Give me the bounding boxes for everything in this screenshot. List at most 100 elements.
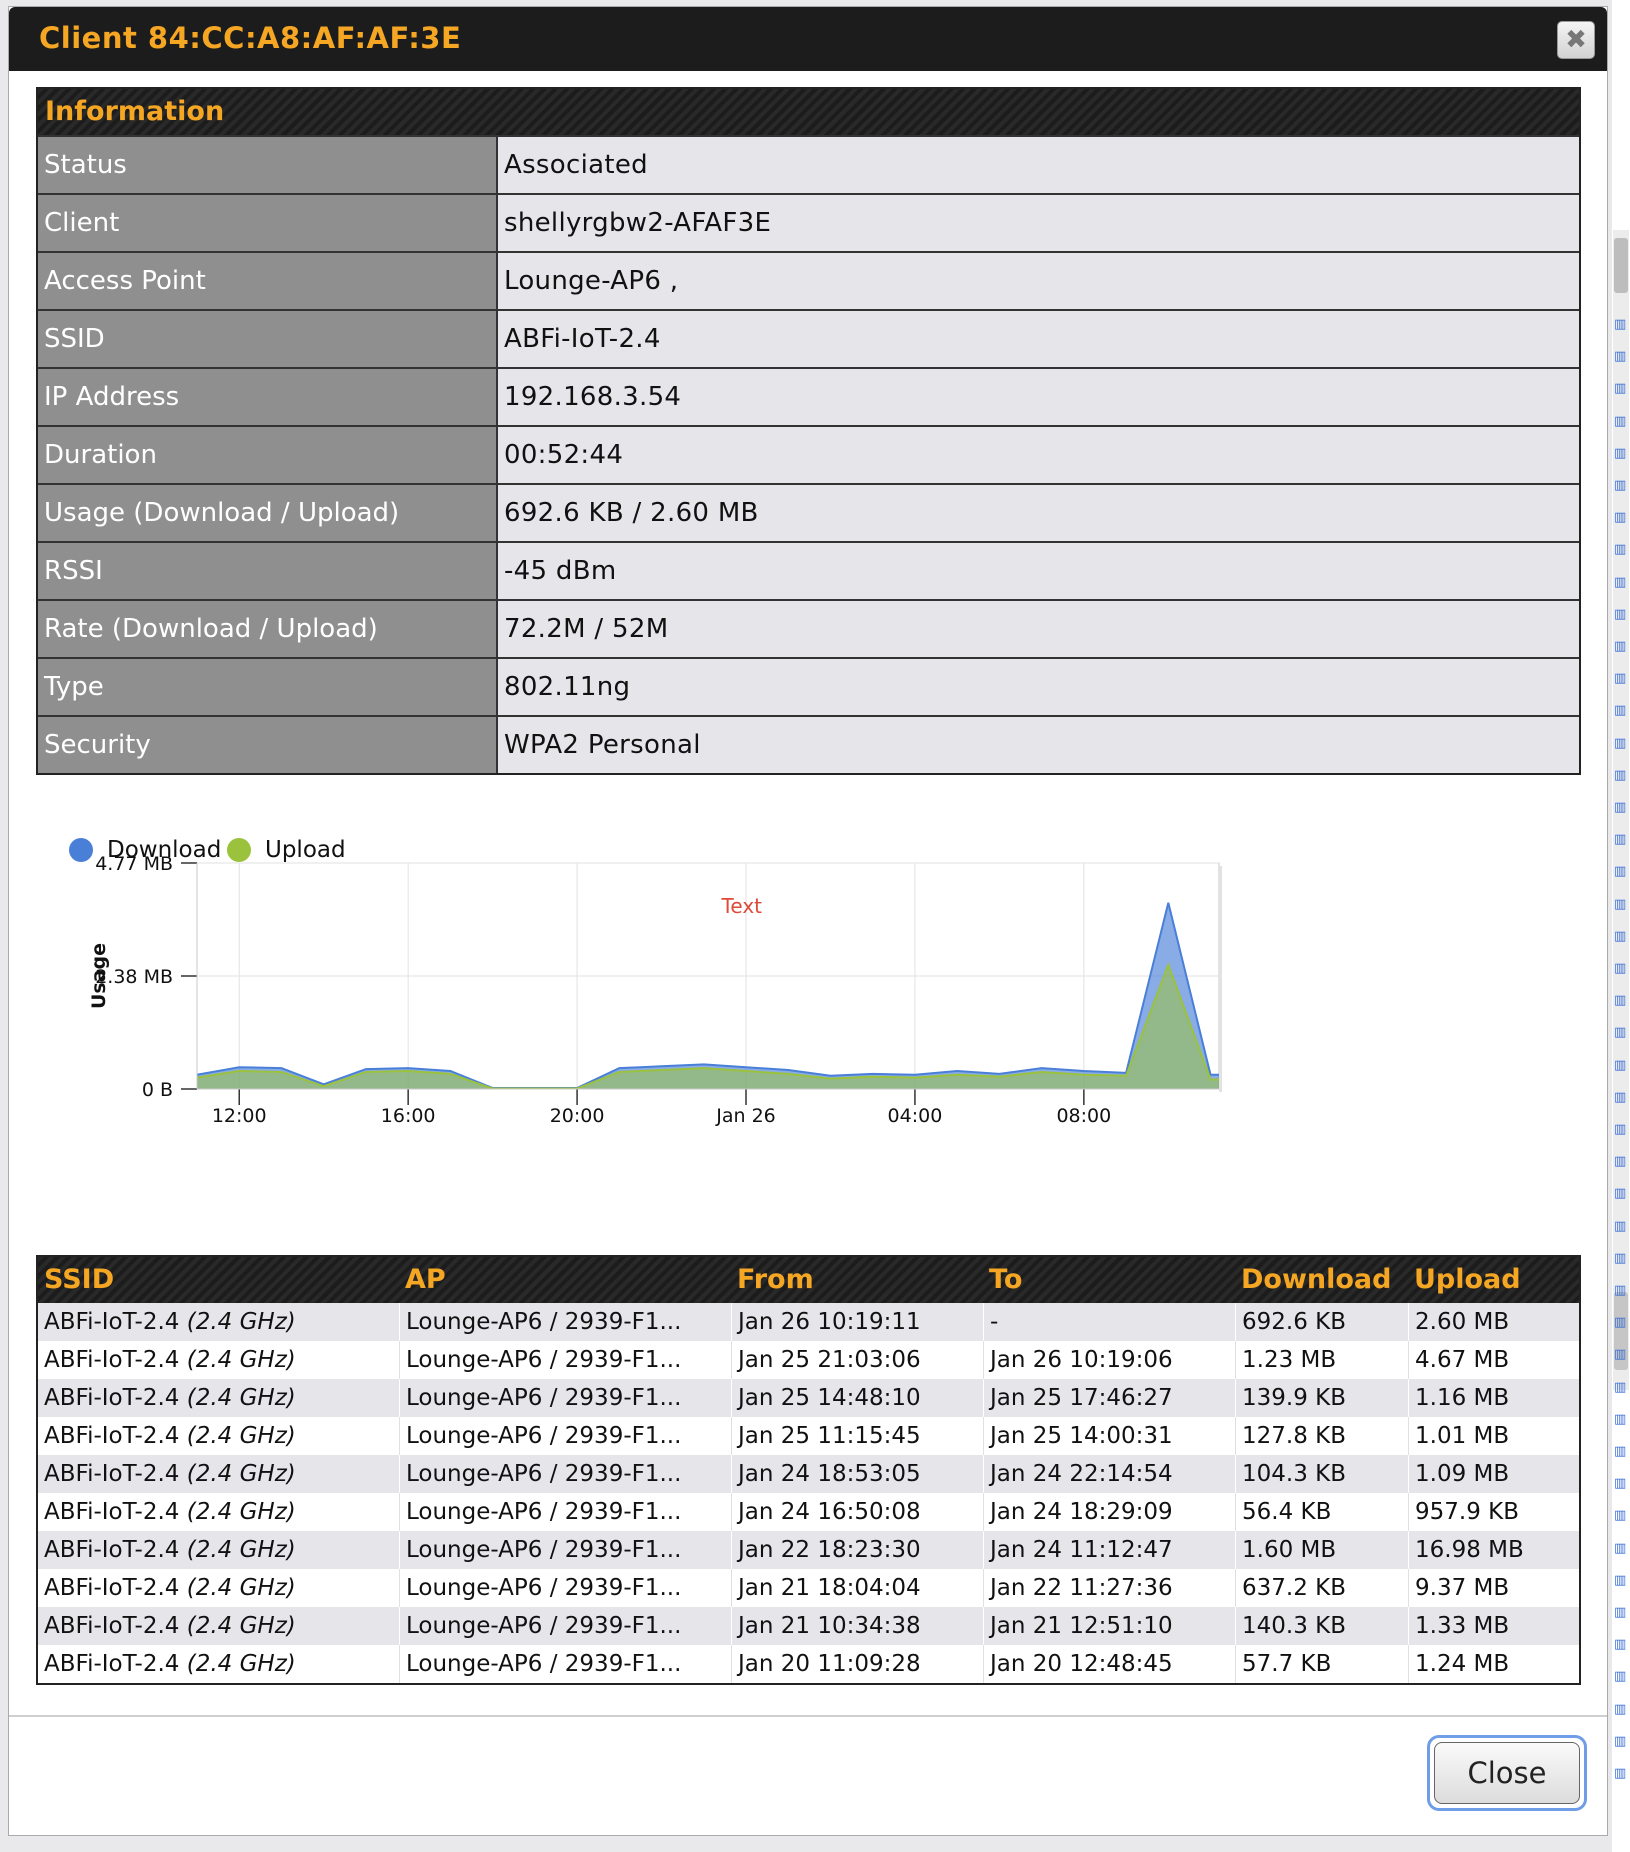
table-row[interactable]: ABFi-IoT-2.4 (2.4 GHz) Lounge-AP6 / 2939-…	[38, 1303, 1579, 1341]
bar-chart-icon[interactable]: ▥	[1614, 478, 1627, 493]
table-row[interactable]: ABFi-IoT-2.4 (2.4 GHz) Lounge-AP6 / 2939-…	[38, 1607, 1579, 1645]
bar-chart-icon[interactable]: ▥	[1614, 768, 1627, 783]
cell-download: 139.9 KB	[1235, 1379, 1408, 1417]
bar-chart-icon[interactable]: ▥	[1614, 1380, 1627, 1395]
client-dialog: Client 84:CC:A8:AF:AF:3E ✖ Information S…	[8, 6, 1608, 1836]
bar-chart-icon[interactable]: ▥	[1614, 639, 1627, 654]
bar-chart-icon[interactable]: ▥	[1614, 1251, 1627, 1266]
cell-ssid: ABFi-IoT-2.4 (2.4 GHz)	[38, 1455, 399, 1493]
x-tick-label: 20:00	[550, 1105, 605, 1127]
bar-chart-icon[interactable]: ▥	[1614, 1412, 1627, 1427]
cell-ap: Lounge-AP6 / 2939-F1...	[399, 1455, 731, 1493]
bar-chart-icon[interactable]: ▥	[1614, 1734, 1627, 1749]
info-value: -45 dBm	[498, 543, 1579, 599]
bar-chart-icon[interactable]: ▥	[1614, 349, 1627, 364]
bar-chart-icon[interactable]: ▥	[1614, 1315, 1627, 1330]
background-scroll-thumb-lower[interactable]	[1614, 1292, 1628, 1370]
cell-ssid: ABFi-IoT-2.4 (2.4 GHz)	[38, 1417, 399, 1455]
cell-ssid: ABFi-IoT-2.4 (2.4 GHz)	[38, 1531, 399, 1569]
col-header-ap[interactable]: AP	[405, 1264, 446, 1295]
close-x-icon[interactable]: ✖	[1557, 21, 1595, 59]
bar-chart-icon[interactable]: ▥	[1614, 1347, 1627, 1362]
col-header-upload[interactable]: Upload	[1414, 1264, 1521, 1295]
bar-chart-icon[interactable]: ▥	[1614, 864, 1627, 879]
bar-chart-icon[interactable]: ▥	[1614, 1186, 1627, 1201]
bar-chart-icon[interactable]: ▥	[1614, 1541, 1627, 1556]
table-row[interactable]: ABFi-IoT-2.4 (2.4 GHz) Lounge-AP6 / 2939-…	[38, 1455, 1579, 1493]
bar-chart-icon[interactable]: ▥	[1614, 510, 1627, 525]
bar-chart-icon[interactable]: ▥	[1614, 1444, 1627, 1459]
ssid-name: ABFi-IoT-2.4	[44, 1575, 180, 1601]
info-value: Lounge-AP6 ,	[498, 253, 1579, 309]
table-row[interactable]: ABFi-IoT-2.4 (2.4 GHz) Lounge-AP6 / 2939-…	[38, 1531, 1579, 1569]
cell-ap: Lounge-AP6 / 2939-F1...	[399, 1341, 731, 1379]
cell-to: Jan 24 11:12:47	[983, 1531, 1235, 1569]
footer-divider	[9, 1715, 1607, 1717]
x-tick-label: 16:00	[381, 1105, 436, 1127]
bar-chart-icon[interactable]: ▥	[1614, 897, 1627, 912]
table-row[interactable]: ABFi-IoT-2.4 (2.4 GHz) Lounge-AP6 / 2939-…	[38, 1645, 1579, 1683]
bar-chart-icon[interactable]: ▥	[1614, 1090, 1627, 1105]
legend-item-download[interactable]: Download	[69, 837, 221, 863]
legend-item-upload[interactable]: Upload	[227, 837, 346, 863]
col-header-ssid[interactable]: SSID	[44, 1264, 115, 1295]
ssid-name: ABFi-IoT-2.4	[44, 1423, 180, 1449]
bar-chart-icon[interactable]: ▥	[1614, 929, 1627, 944]
bar-chart-icon[interactable]: ▥	[1614, 1283, 1627, 1298]
bar-chart-icon[interactable]: ▥	[1614, 1219, 1627, 1234]
y-tick-label: 4.77 MB	[95, 853, 173, 875]
info-value: 692.6 KB / 2.60 MB	[498, 485, 1579, 541]
info-row: Usage (Download / Upload) 692.6 KB / 2.60…	[38, 483, 1579, 541]
usage-chart: Download Upload 4.77 MB 2.38 MB 0 B 12:00 16…	[69, 827, 1469, 1207]
bar-chart-icon[interactable]: ▥	[1614, 1669, 1627, 1684]
cell-download: 104.3 KB	[1235, 1455, 1408, 1493]
bar-chart-icon[interactable]: ▥	[1614, 736, 1627, 751]
download-legend-dot	[69, 838, 93, 862]
bar-chart-icon[interactable]: ▥	[1614, 1637, 1627, 1652]
bar-chart-icon[interactable]: ▥	[1614, 414, 1627, 429]
bar-chart-icon[interactable]: ▥	[1614, 703, 1627, 718]
bar-chart-icon[interactable]: ▥	[1614, 381, 1627, 396]
bar-chart-icon[interactable]: ▥	[1614, 542, 1627, 557]
ssid-band: (2.4 GHz)	[186, 1537, 296, 1563]
table-row[interactable]: ABFi-IoT-2.4 (2.4 GHz) Lounge-AP6 / 2939-…	[38, 1569, 1579, 1607]
bar-chart-icon[interactable]: ▥	[1614, 1766, 1627, 1781]
bar-chart-icon[interactable]: ▥	[1614, 1122, 1627, 1137]
dialog-title: Client 84:CC:A8:AF:AF:3E	[39, 21, 462, 55]
bar-chart-icon[interactable]: ▥	[1614, 1508, 1627, 1523]
bar-chart-icon[interactable]: ▥	[1614, 1025, 1627, 1040]
bar-chart-icon[interactable]: ▥	[1614, 1154, 1627, 1169]
cell-download: 140.3 KB	[1235, 1607, 1408, 1645]
cell-from: Jan 20 11:09:28	[731, 1645, 983, 1683]
bar-chart-icon[interactable]: ▥	[1614, 1605, 1627, 1620]
table-row[interactable]: ABFi-IoT-2.4 (2.4 GHz) Lounge-AP6 / 2939-…	[38, 1417, 1579, 1455]
cell-ssid: ABFi-IoT-2.4 (2.4 GHz)	[38, 1341, 399, 1379]
info-value: 802.11ng	[498, 659, 1579, 715]
table-row[interactable]: ABFi-IoT-2.4 (2.4 GHz) Lounge-AP6 / 2939-…	[38, 1341, 1579, 1379]
table-row[interactable]: ABFi-IoT-2.4 (2.4 GHz) Lounge-AP6 / 2939-…	[38, 1379, 1579, 1417]
info-label: Security	[38, 717, 498, 773]
table-row[interactable]: ABFi-IoT-2.4 (2.4 GHz) Lounge-AP6 / 2939-…	[38, 1493, 1579, 1531]
bar-chart-icon[interactable]: ▥	[1614, 1476, 1627, 1491]
bar-chart-icon[interactable]: ▥	[1614, 961, 1627, 976]
col-header-to[interactable]: To	[989, 1264, 1023, 1295]
col-header-from[interactable]: From	[737, 1264, 814, 1295]
background-scroll-thumb[interactable]	[1614, 238, 1628, 293]
background-scrollbar[interactable]	[1613, 230, 1629, 1390]
bar-chart-icon[interactable]: ▥	[1614, 317, 1627, 332]
ssid-name: ABFi-IoT-2.4	[44, 1613, 180, 1639]
bar-chart-icon[interactable]: ▥	[1614, 1058, 1627, 1073]
bar-chart-icon[interactable]: ▥	[1614, 1573, 1627, 1588]
col-header-download[interactable]: Download	[1241, 1264, 1392, 1295]
bar-chart-icon[interactable]: ▥	[1614, 832, 1627, 847]
bar-chart-icon[interactable]: ▥	[1614, 800, 1627, 815]
bar-chart-icon[interactable]: ▥	[1614, 575, 1627, 590]
bar-chart-icon[interactable]: ▥	[1614, 1702, 1627, 1717]
info-label: Duration	[38, 427, 498, 483]
bar-chart-icon[interactable]: ▥	[1614, 446, 1627, 461]
bar-chart-icon[interactable]: ▥	[1614, 607, 1627, 622]
close-button[interactable]: Close	[1427, 1735, 1587, 1811]
bar-chart-icon[interactable]: ▥	[1614, 671, 1627, 686]
x-tick-label: 08:00	[1056, 1105, 1111, 1127]
bar-chart-icon[interactable]: ▥	[1614, 993, 1627, 1008]
